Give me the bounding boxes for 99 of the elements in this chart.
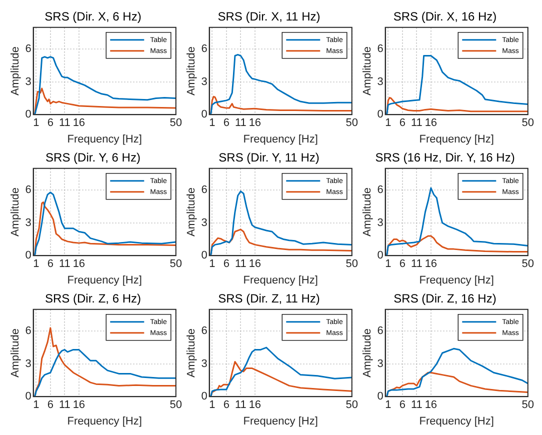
y-tick-label: 0 bbox=[201, 250, 208, 262]
x-tick-label: 11 bbox=[58, 117, 70, 130]
x-tick-label: 50 bbox=[346, 258, 358, 270]
y-tick-label: 6 bbox=[201, 43, 208, 56]
y-axis-title: Amplitude bbox=[362, 328, 374, 378]
y-tick-label: 6 bbox=[201, 184, 208, 196]
chart-title: SRS (Dir. Z, 16 Hz) bbox=[394, 292, 496, 306]
x-tick-label: 6 bbox=[399, 258, 406, 270]
x-tick-label: 11 bbox=[410, 117, 422, 130]
y-tick-label: 0 bbox=[201, 108, 208, 121]
x-tick-label: 1 bbox=[209, 117, 216, 130]
y-tick-label: 6 bbox=[377, 325, 384, 338]
y-tick-label: 6 bbox=[25, 184, 32, 196]
x-tick-label: 50 bbox=[170, 399, 182, 412]
y-tick-label: 0 bbox=[377, 108, 384, 121]
x-tick-label: 6 bbox=[47, 258, 54, 270]
y-tick-label: 3 bbox=[201, 358, 208, 370]
y-tick-label: 0 bbox=[201, 390, 208, 403]
chart-title: SRS (Dir. Y, 6 Hz) bbox=[46, 150, 140, 165]
y-axis-title: Amplitude bbox=[10, 328, 22, 378]
x-tick-label: 1 bbox=[33, 399, 40, 412]
y-axis-title: Amplitude bbox=[362, 46, 374, 96]
x-tick-label: 16 bbox=[424, 258, 438, 270]
x-axis-title: Frequency [Hz] bbox=[67, 274, 142, 286]
x-tick-label: 1 bbox=[209, 258, 216, 270]
x-tick-label: 1 bbox=[385, 117, 392, 130]
chart-title: SRS (16 Hz, Dir. Y, 16 Hz) bbox=[375, 150, 515, 165]
x-tick-label: 1 bbox=[385, 258, 392, 270]
y-axis-title: Amplitude bbox=[10, 188, 22, 236]
x-tick-label: 50 bbox=[522, 399, 534, 412]
y-tick-label: 3 bbox=[377, 76, 384, 88]
y-tick-label: 3 bbox=[25, 216, 32, 229]
x-tick-label: 16 bbox=[248, 258, 262, 270]
chart-title: SRS (Dir. Y, 11 Hz) bbox=[218, 150, 320, 165]
chart-title: SRS (Dir. X, 6 Hz) bbox=[44, 10, 142, 24]
x-tick-label: 16 bbox=[248, 399, 262, 412]
x-tick-label: 11 bbox=[58, 258, 70, 270]
chart-title: SRS (Dir. Z, 11 Hz) bbox=[218, 292, 320, 306]
x-tick-label: 11 bbox=[234, 117, 246, 130]
y-tick-label: 3 bbox=[25, 358, 32, 370]
x-tick-label: 16 bbox=[72, 117, 86, 130]
y-axis-title: Amplitude bbox=[186, 188, 198, 236]
x-tick-label: 1 bbox=[33, 117, 40, 130]
x-axis-title: Frequency [Hz] bbox=[67, 133, 142, 146]
y-tick-label: 3 bbox=[201, 76, 208, 88]
x-tick-label: 1 bbox=[33, 258, 40, 270]
y-tick-label: 6 bbox=[25, 43, 32, 56]
x-tick-label: 16 bbox=[248, 117, 262, 130]
x-tick-label: 50 bbox=[170, 258, 182, 270]
x-tick-label: 16 bbox=[424, 399, 438, 412]
x-axis-title: Frequency [Hz] bbox=[419, 133, 494, 146]
y-axis-title: Amplitude bbox=[10, 46, 22, 96]
y-tick-label: 0 bbox=[377, 390, 384, 403]
x-tick-label: 11 bbox=[234, 258, 246, 270]
y-axis-title: Amplitude bbox=[186, 46, 198, 96]
x-axis-title: Frequency [Hz] bbox=[419, 274, 494, 286]
x-tick-label: 6 bbox=[223, 399, 230, 412]
chart-title: SRS (Dir. Z, 6 Hz) bbox=[44, 292, 142, 306]
y-axis-title: Amplitude bbox=[362, 188, 374, 236]
x-tick-label: 50 bbox=[346, 117, 358, 130]
x-tick-label: 50 bbox=[522, 117, 534, 130]
y-tick-label: 0 bbox=[25, 250, 32, 262]
y-tick-label: 0 bbox=[25, 390, 32, 403]
y-tick-label: 6 bbox=[201, 325, 208, 338]
x-tick-label: 6 bbox=[47, 117, 54, 130]
x-axis-title: Frequency [Hz] bbox=[243, 133, 318, 146]
x-tick-label: 16 bbox=[424, 117, 438, 130]
x-tick-label: 50 bbox=[522, 258, 534, 270]
y-tick-label: 0 bbox=[25, 108, 32, 121]
y-tick-label: 3 bbox=[377, 216, 384, 229]
y-tick-label: 3 bbox=[377, 358, 384, 370]
x-tick-label: 6 bbox=[47, 399, 54, 412]
x-tick-label: 16 bbox=[72, 399, 86, 412]
x-axis-title: Frequency [Hz] bbox=[419, 415, 494, 428]
y-axis-title: Amplitude bbox=[186, 328, 198, 378]
x-tick-label: 50 bbox=[346, 399, 358, 412]
x-tick-label: 6 bbox=[399, 117, 406, 130]
x-tick-label: 11 bbox=[410, 258, 422, 270]
x-axis-title: Frequency [Hz] bbox=[243, 415, 318, 428]
x-tick-label: 50 bbox=[170, 117, 182, 130]
y-tick-label: 3 bbox=[25, 76, 32, 88]
x-tick-label: 6 bbox=[223, 258, 230, 270]
x-tick-label: 6 bbox=[223, 117, 230, 130]
y-tick-label: 0 bbox=[377, 250, 384, 262]
x-tick-label: 11 bbox=[58, 399, 70, 412]
x-tick-label: 1 bbox=[385, 399, 392, 412]
x-tick-label: 11 bbox=[410, 399, 422, 412]
x-tick-label: 6 bbox=[399, 399, 406, 412]
x-tick-label: 11 bbox=[234, 399, 246, 412]
y-tick-label: 6 bbox=[25, 325, 32, 338]
chart-title: SRS (Dir. X, 16 Hz) bbox=[393, 10, 497, 24]
y-tick-label: 3 bbox=[201, 216, 208, 229]
x-axis-title: Frequency [Hz] bbox=[67, 415, 142, 428]
x-tick-label: 1 bbox=[209, 399, 216, 412]
y-tick-label: 6 bbox=[377, 184, 384, 196]
chart-title: SRS (Dir. X, 11 Hz) bbox=[218, 10, 320, 24]
y-tick-label: 6 bbox=[377, 43, 384, 56]
x-axis-title: Frequency [Hz] bbox=[243, 274, 318, 286]
x-tick-label: 16 bbox=[72, 258, 86, 270]
